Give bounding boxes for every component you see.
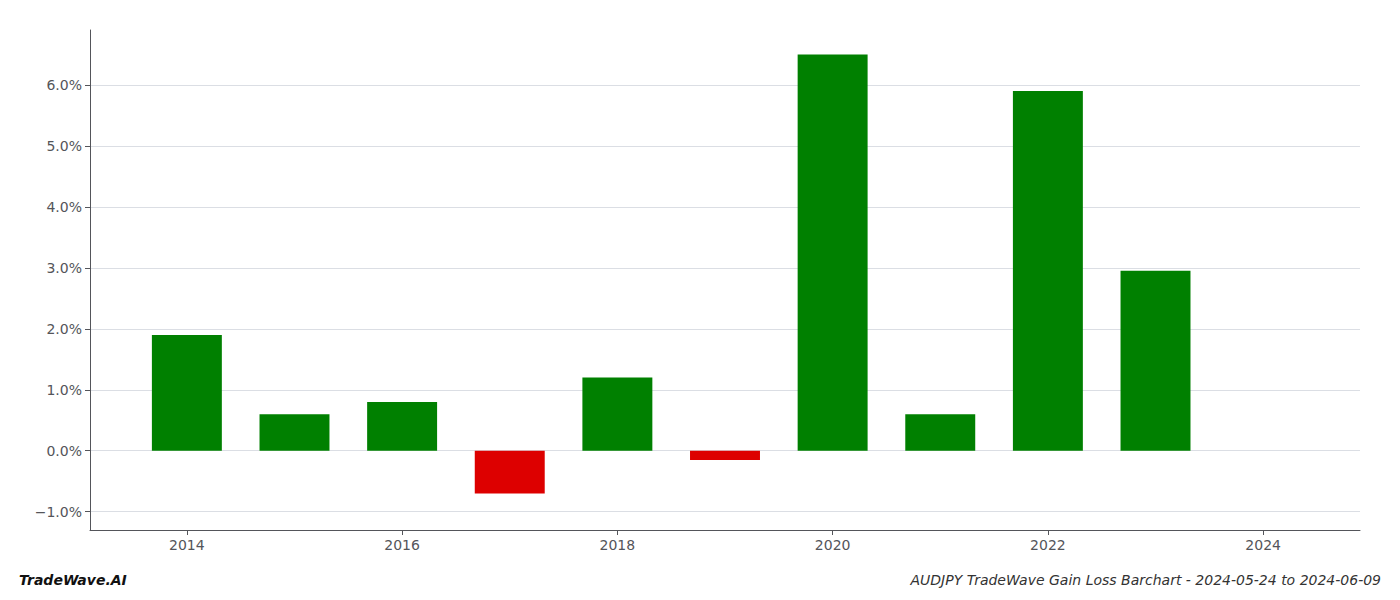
svg-text:2.0%: 2.0% — [46, 321, 82, 337]
svg-text:TradeWave.AI: TradeWave.AI — [19, 572, 127, 588]
svg-text:AUDJPY TradeWave Gain Loss Bar: AUDJPY TradeWave Gain Loss Barchart - 20… — [910, 572, 1382, 588]
svg-text:2014: 2014 — [169, 537, 205, 553]
svg-text:1.0%: 1.0% — [46, 382, 82, 398]
svg-text:2018: 2018 — [600, 537, 636, 553]
svg-text:5.0%: 5.0% — [46, 138, 82, 154]
svg-text:6.0%: 6.0% — [46, 77, 82, 93]
svg-text:3.0%: 3.0% — [46, 260, 82, 276]
svg-text:0.0%: 0.0% — [46, 443, 82, 459]
svg-text:2022: 2022 — [1030, 537, 1066, 553]
svg-text:2016: 2016 — [384, 537, 420, 553]
svg-text:4.0%: 4.0% — [46, 199, 82, 215]
svg-text:2024: 2024 — [1245, 537, 1281, 553]
svg-text:−1.0%: −1.0% — [35, 504, 82, 520]
svg-text:2020: 2020 — [815, 537, 851, 553]
